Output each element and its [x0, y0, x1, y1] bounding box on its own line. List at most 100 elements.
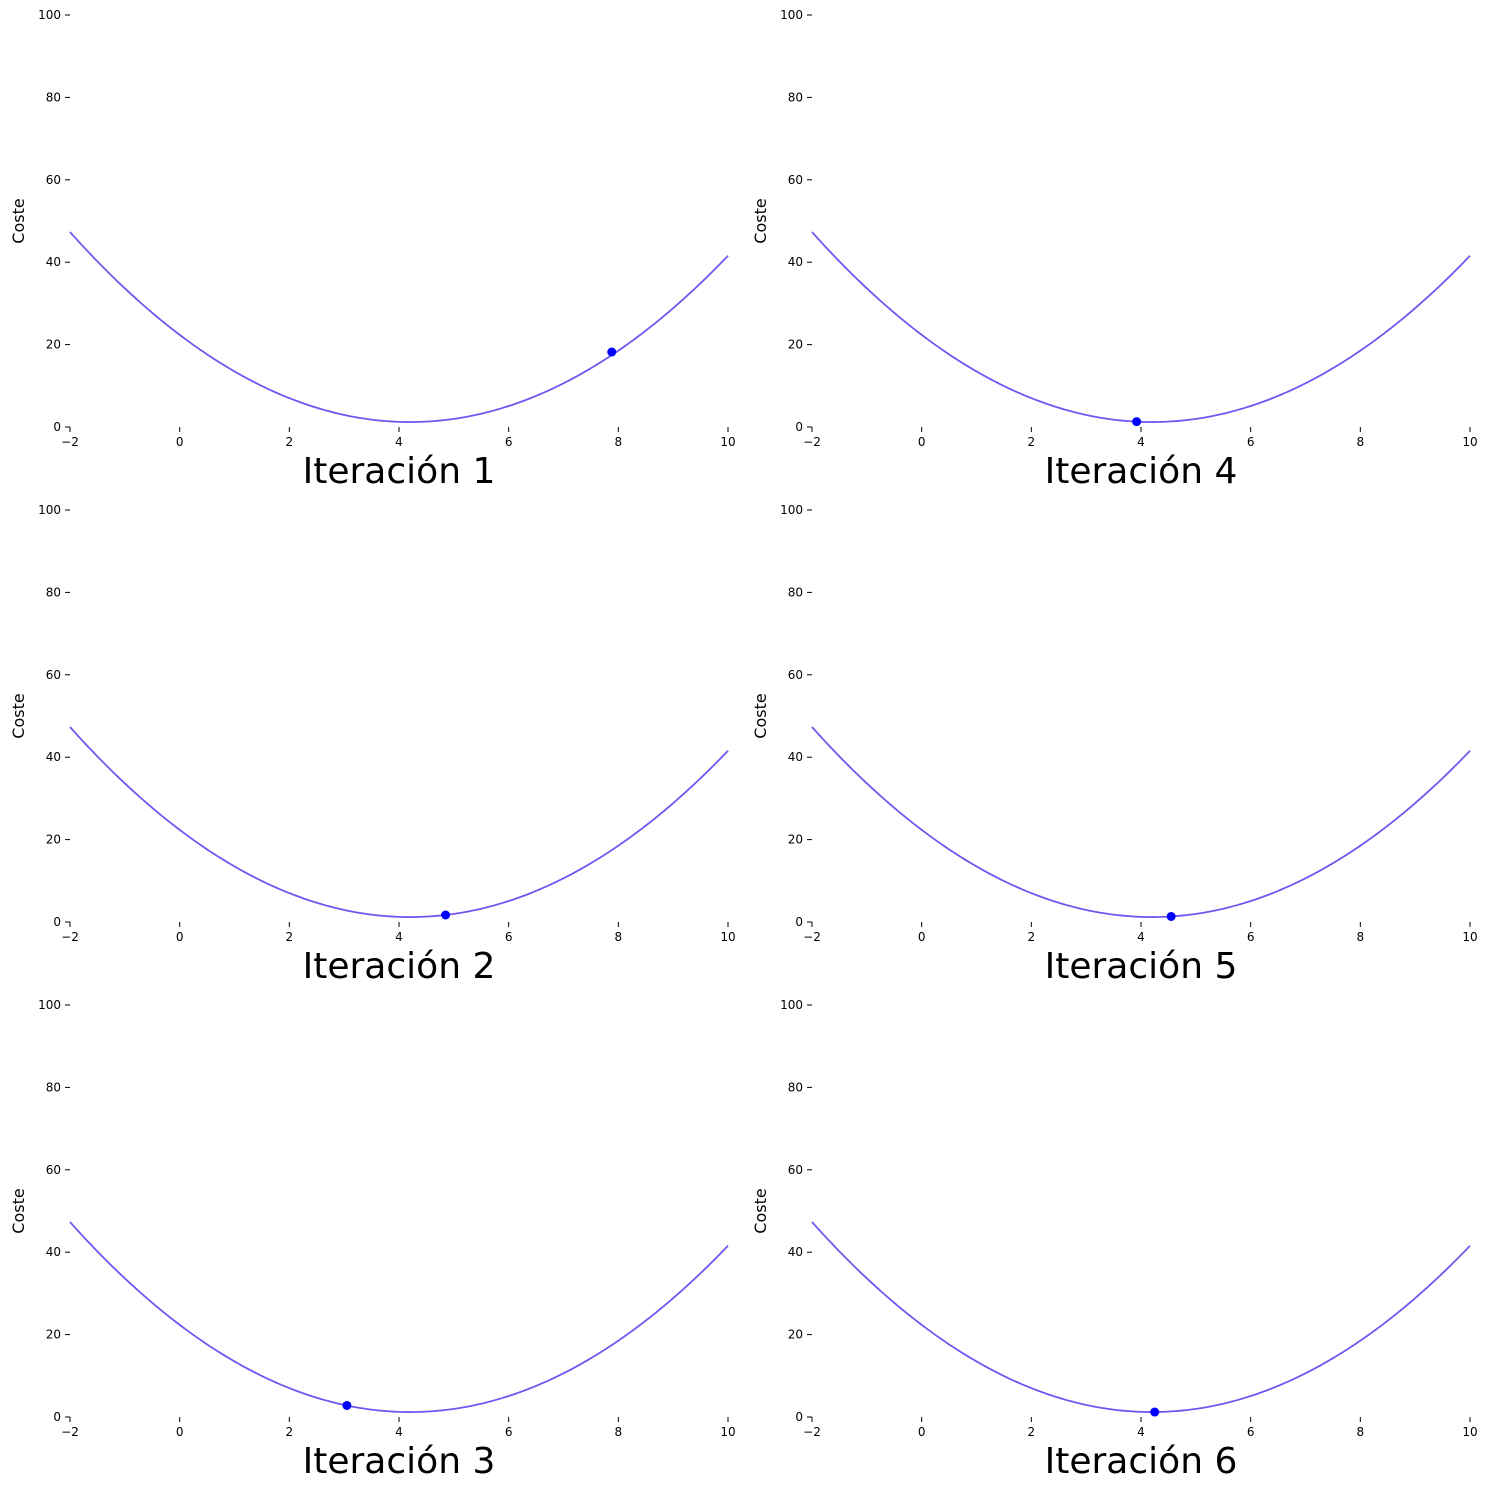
iteration-point — [342, 1400, 352, 1410]
y-axis-label: Coste — [751, 693, 770, 738]
y-axis-label: Coste — [9, 1188, 28, 1233]
x-tick-label: 4 — [395, 435, 403, 449]
x-tick-label: 6 — [1247, 1425, 1255, 1439]
y-tick-label: 40 — [46, 1245, 61, 1259]
x-tick-label: 2 — [1028, 435, 1036, 449]
y-tick-label: 20 — [788, 1328, 803, 1342]
y-tick-label: 80 — [788, 1080, 803, 1094]
x-tick-label: 8 — [1357, 435, 1365, 449]
x-tick-label: 2 — [286, 930, 294, 944]
x-tick-label: 4 — [1137, 930, 1145, 944]
x-tick-label: 8 — [615, 1425, 623, 1439]
y-tick-label: 40 — [788, 255, 803, 269]
x-tick-label: 4 — [395, 1425, 403, 1439]
cost-curve — [69, 1221, 729, 1413]
x-tick-label: −2 — [61, 930, 79, 944]
cost-curve — [811, 1221, 1471, 1413]
y-tick-label: 0 — [53, 420, 61, 434]
y-tick-label: 60 — [788, 1163, 803, 1177]
panel-title: Iteración 5 — [1045, 946, 1238, 987]
x-tick-label: 0 — [176, 930, 184, 944]
x-tick-label: −2 — [803, 930, 821, 944]
x-tick-label: 4 — [395, 930, 403, 944]
x-tick-label: 2 — [1028, 930, 1036, 944]
x-tick-label: 6 — [505, 930, 513, 944]
x-tick-label: 2 — [286, 1425, 294, 1439]
y-tick-label: 40 — [788, 1245, 803, 1259]
y-axis-label: Coste — [9, 198, 28, 243]
panel-title: Iteración 4 — [1045, 451, 1238, 492]
y-tick-label: 100 — [780, 503, 803, 517]
y-tick-label: 100 — [38, 8, 61, 22]
x-tick-label: 0 — [176, 435, 184, 449]
y-tick-label: 20 — [46, 1328, 61, 1342]
y-tick-label: 80 — [788, 90, 803, 104]
iteration-point — [607, 347, 617, 357]
x-tick-label: 4 — [1137, 435, 1145, 449]
x-tick-label: 10 — [720, 930, 735, 944]
iteration-point — [1166, 911, 1176, 921]
x-tick-label: 0 — [176, 1425, 184, 1439]
panel-title: Iteración 6 — [1045, 1441, 1238, 1482]
panel-title: Iteración 1 — [303, 451, 496, 492]
y-tick-label: 60 — [788, 668, 803, 682]
y-tick-label: 60 — [46, 668, 61, 682]
x-tick-label: 6 — [505, 435, 513, 449]
x-tick-label: 4 — [1137, 1425, 1145, 1439]
y-tick-label: 80 — [788, 585, 803, 599]
y-tick-label: 60 — [46, 1163, 61, 1177]
x-tick-label: 6 — [1247, 435, 1255, 449]
y-axis-label: Coste — [751, 1188, 770, 1233]
y-tick-label: 80 — [46, 585, 61, 599]
iteration-point — [1132, 417, 1142, 427]
y-tick-label: 80 — [46, 90, 61, 104]
x-tick-label: −2 — [803, 1425, 821, 1439]
y-tick-label: 0 — [795, 1410, 803, 1424]
cost-curve — [69, 231, 729, 423]
iteration-point — [1150, 1407, 1160, 1417]
x-tick-label: −2 — [61, 435, 79, 449]
y-tick-label: 60 — [788, 173, 803, 187]
cost-curve — [811, 726, 1471, 918]
x-tick-label: 8 — [1357, 930, 1365, 944]
y-tick-label: 0 — [795, 420, 803, 434]
y-tick-label: 100 — [38, 998, 61, 1012]
y-tick-label: 0 — [53, 915, 61, 929]
x-tick-label: 0 — [918, 930, 926, 944]
y-tick-label: 40 — [788, 750, 803, 764]
y-axis-label: Coste — [9, 693, 28, 738]
y-tick-label: 0 — [795, 915, 803, 929]
cost-curve — [69, 726, 729, 918]
x-tick-label: 10 — [1462, 1425, 1477, 1439]
y-tick-label: 20 — [788, 338, 803, 352]
x-tick-label: −2 — [803, 435, 821, 449]
x-tick-label: 8 — [615, 435, 623, 449]
cost-curve — [811, 231, 1471, 423]
x-tick-label: 6 — [505, 1425, 513, 1439]
x-tick-label: 8 — [615, 930, 623, 944]
y-tick-label: 60 — [46, 173, 61, 187]
y-tick-label: 100 — [780, 8, 803, 22]
x-tick-label: 8 — [1357, 1425, 1365, 1439]
y-tick-label: 0 — [53, 1410, 61, 1424]
iteration-point — [441, 910, 451, 920]
x-tick-label: 10 — [1462, 930, 1477, 944]
y-tick-label: 40 — [46, 255, 61, 269]
x-tick-label: 2 — [1028, 1425, 1036, 1439]
y-tick-label: 20 — [46, 833, 61, 847]
y-tick-label: 100 — [780, 998, 803, 1012]
x-tick-label: 0 — [918, 1425, 926, 1439]
x-tick-label: 6 — [1247, 930, 1255, 944]
y-tick-label: 20 — [46, 338, 61, 352]
panel-title: Iteración 3 — [303, 1441, 496, 1482]
panel-title: Iteración 2 — [303, 946, 496, 987]
y-tick-label: 20 — [788, 833, 803, 847]
y-tick-label: 80 — [46, 1080, 61, 1094]
